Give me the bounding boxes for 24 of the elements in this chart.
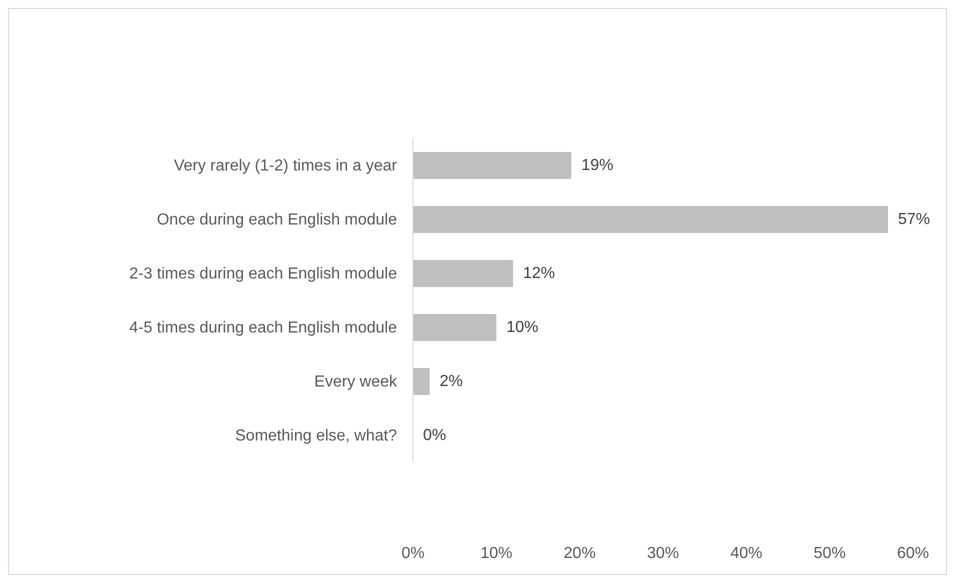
- bar: [413, 206, 888, 233]
- y-tick-label: Every week: [314, 374, 398, 391]
- x-tick-label: 50%: [814, 545, 846, 562]
- y-tick-label: 4-5 times during each English module: [129, 320, 398, 337]
- data-label: 57%: [898, 211, 930, 228]
- x-tick-label: 60%: [896, 545, 930, 562]
- y-tick-label: Something else, what?: [235, 428, 398, 445]
- x-tick-label: 0%: [401, 545, 425, 562]
- y-tick-label: 2-3 times during each English module: [129, 266, 398, 283]
- bar: [413, 314, 496, 341]
- bar: [413, 152, 572, 179]
- data-label: 2%: [440, 373, 463, 390]
- y-tick-label: Once during each English module: [156, 212, 398, 229]
- x-tick-label: 40%: [730, 545, 762, 562]
- y-tick-label: Very rarely (1-2) times in a year: [174, 158, 398, 175]
- data-label: 10%: [506, 319, 538, 336]
- bar: [413, 260, 513, 287]
- bar: [413, 368, 430, 395]
- x-tick-label: 20%: [564, 545, 596, 562]
- x-tick-label: 30%: [646, 545, 680, 562]
- data-label: 12%: [523, 265, 556, 282]
- data-label: 0%: [423, 427, 446, 444]
- data-label: 19%: [581, 157, 614, 174]
- x-tick-label: 10%: [480, 545, 512, 562]
